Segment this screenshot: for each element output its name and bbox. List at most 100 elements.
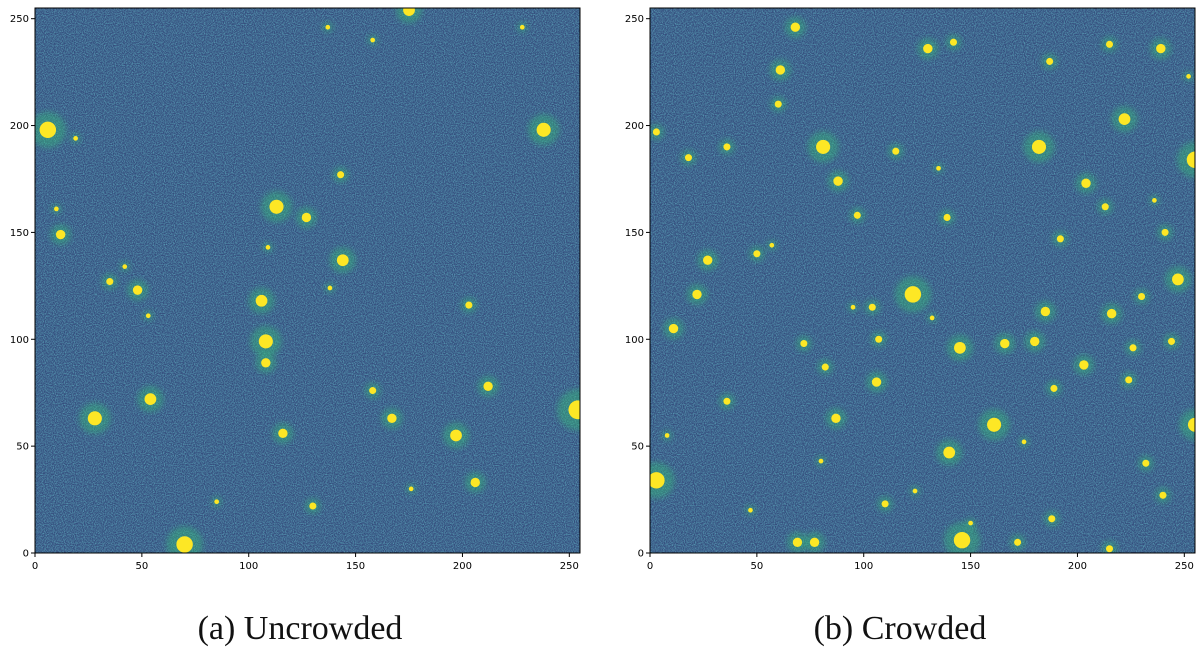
star (176, 536, 193, 553)
star (871, 377, 882, 387)
panel-crowded: 0 50 100 150 200 250 0 50 100 150 200 250 (b) Crowd… (600, 0, 1200, 662)
x-tick-label: 50 (135, 561, 148, 572)
y-tick-label: 250 (10, 14, 29, 25)
star (881, 500, 889, 508)
star (753, 250, 761, 258)
star (1048, 515, 1056, 523)
star (684, 154, 692, 162)
star (668, 323, 679, 334)
star (39, 121, 57, 139)
star (703, 255, 713, 265)
star (1172, 273, 1184, 286)
star (800, 340, 808, 348)
star (769, 242, 775, 248)
x-tick-label: 250 (560, 561, 579, 572)
star (723, 397, 731, 405)
star (483, 381, 493, 391)
star (106, 278, 114, 286)
star (536, 122, 551, 137)
x-tick-label: 200 (1068, 561, 1087, 572)
star (1031, 139, 1047, 154)
y-tick-label: 150 (625, 228, 644, 239)
star (370, 37, 376, 43)
y-tick-label: 100 (625, 335, 644, 346)
star-halo (1179, 409, 1195, 441)
star (337, 171, 345, 179)
star (1106, 308, 1117, 319)
image-area-uncrowded (35, 8, 580, 553)
star (265, 245, 271, 250)
x-tick-label: 150 (346, 561, 365, 572)
star (1105, 40, 1114, 48)
x-tick-label: 0 (647, 561, 653, 572)
star (1159, 491, 1167, 499)
star (1129, 344, 1137, 352)
star (816, 139, 831, 154)
star-field-plot-uncrowded: 0 50 100 150 200 250 0 50 100 150 200 250 (10, 7, 581, 572)
caption-crowded: (b) Crowded (813, 610, 987, 647)
star (664, 433, 670, 438)
star (923, 43, 933, 54)
caption-uncrowded: (a) Uncrowded (197, 610, 403, 647)
star (723, 143, 731, 151)
star (1161, 228, 1169, 236)
star (327, 285, 333, 291)
star (775, 65, 786, 75)
star (1000, 338, 1010, 349)
star (278, 428, 288, 439)
star (1167, 337, 1176, 345)
star (1046, 57, 1054, 65)
star (369, 387, 377, 395)
star (568, 400, 580, 420)
star (1079, 360, 1089, 370)
star (818, 458, 824, 464)
star (1186, 151, 1195, 168)
star (408, 486, 414, 492)
star (692, 289, 702, 300)
y-tick-label: 250 (625, 14, 644, 25)
star (519, 24, 525, 30)
y-tick-label: 50 (16, 442, 29, 453)
star (853, 211, 861, 219)
star (1105, 545, 1114, 553)
x-tick-label: 250 (1175, 561, 1194, 572)
star (255, 294, 268, 307)
star (868, 303, 876, 311)
x-tick-label: 50 (750, 561, 763, 572)
star (790, 22, 801, 32)
star (1186, 74, 1191, 79)
star (1050, 384, 1058, 392)
star (301, 212, 312, 223)
star (1156, 43, 1166, 54)
star-field-plot-crowded: 0 50 100 150 200 250 0 50 100 150 200 250 (625, 7, 1196, 572)
star (892, 147, 900, 155)
star (650, 472, 665, 489)
y-tick-label: 50 (631, 442, 644, 453)
y-tick-label: 0 (23, 549, 29, 560)
star (792, 537, 803, 548)
star (943, 446, 956, 459)
plot-frame (34, 7, 581, 554)
y-tick-label: 200 (625, 121, 644, 132)
star (387, 413, 397, 424)
star (748, 507, 753, 513)
star (1125, 376, 1133, 384)
star (1138, 293, 1146, 301)
star (1101, 203, 1109, 211)
star (258, 334, 273, 349)
star (132, 285, 143, 295)
star (987, 417, 1002, 432)
star (774, 100, 782, 108)
star (912, 488, 918, 494)
star (809, 537, 820, 548)
x-tick-label: 100 (854, 561, 873, 572)
star (943, 213, 951, 221)
star (833, 176, 843, 186)
star (954, 341, 966, 354)
x-tick-label: 200 (453, 561, 472, 572)
star (465, 301, 473, 309)
star (122, 264, 128, 269)
star (1056, 235, 1064, 243)
star (269, 199, 284, 214)
star (652, 128, 660, 136)
